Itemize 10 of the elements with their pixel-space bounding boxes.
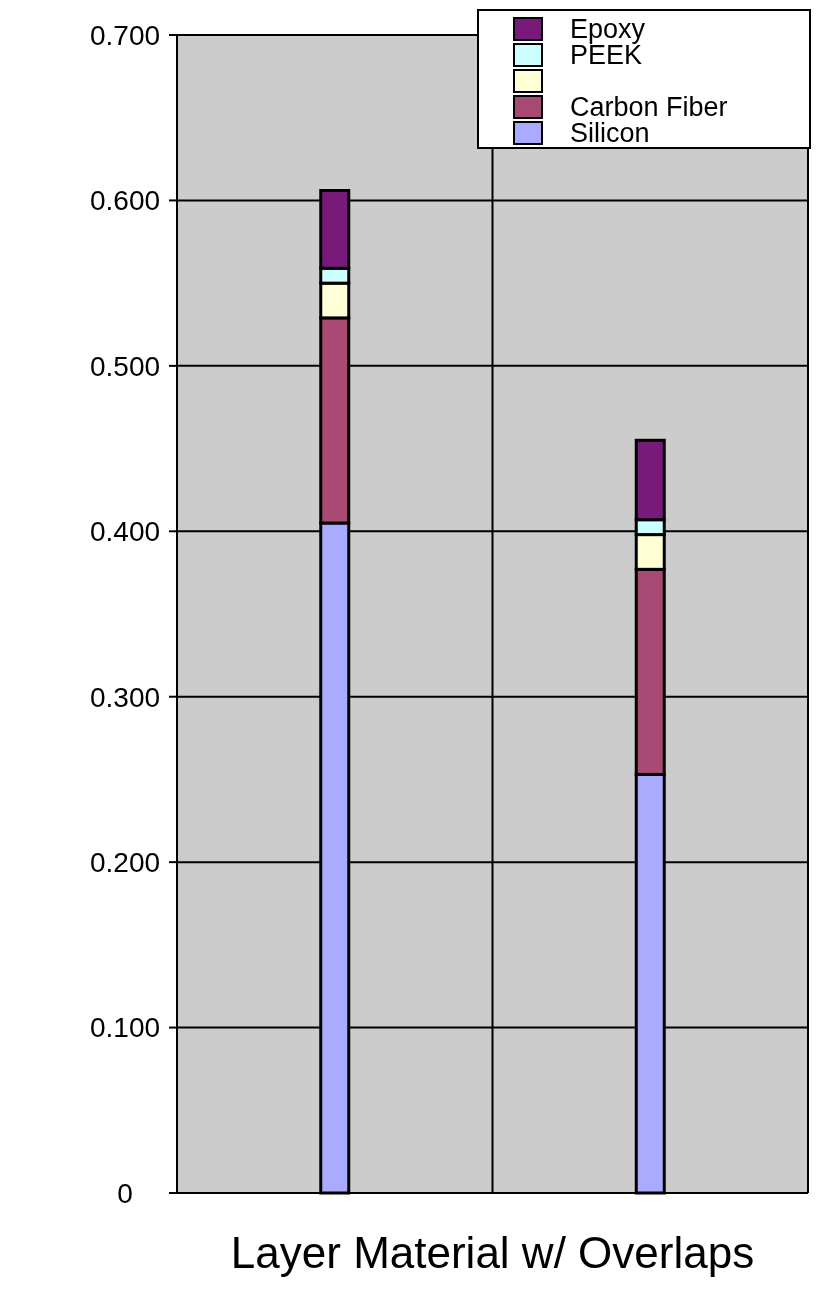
y-tick-label: 0.400 xyxy=(89,516,161,548)
y-tick-label: 0.600 xyxy=(89,185,161,217)
y-tick-label: 0.500 xyxy=(89,350,161,382)
y-tick-label: 0.100 xyxy=(89,1012,161,1044)
y-tick-label: 0 xyxy=(117,1177,133,1209)
legend-label: Epoxy xyxy=(570,14,646,45)
x-axis-title: Layer Material w/ Overlaps xyxy=(230,1228,755,1277)
y-tick-label: 0.200 xyxy=(89,846,161,878)
y-tick-label: 0.700 xyxy=(89,19,161,51)
y-tick-label: 0.300 xyxy=(89,681,161,713)
